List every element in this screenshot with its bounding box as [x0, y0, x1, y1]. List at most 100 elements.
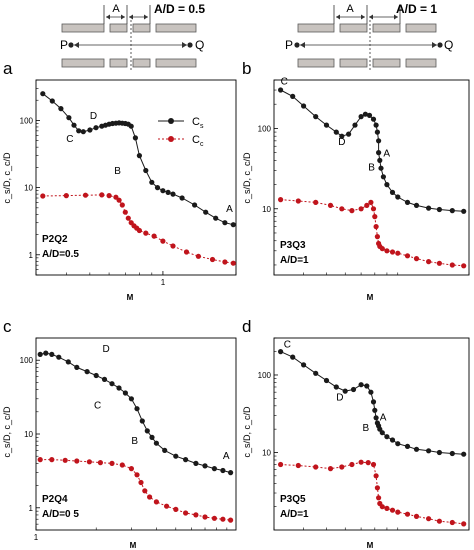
data-point-cs [122, 390, 128, 396]
schematic-left: A A/D = 0.5 P Q [60, 2, 205, 71]
schematic-right: A A/D = 1 P Q [285, 2, 453, 71]
y-tick-label: 10 [24, 184, 33, 193]
data-point-cc [384, 505, 390, 511]
data-point-cs [370, 116, 377, 122]
data-point-cs [342, 388, 348, 394]
data-point-cc [349, 208, 355, 214]
data-point-cs [213, 215, 219, 221]
data-point-cc [374, 234, 380, 240]
data-point-cc [170, 243, 176, 249]
y-tick-label: 100 [258, 371, 272, 380]
data-point-cs [93, 125, 99, 131]
data-point-cs [165, 189, 171, 195]
series-layer [278, 349, 467, 527]
point-annotation-d: D [338, 137, 345, 148]
chart-panel-a: a M c_s/D, c_c/D P2Q2 A/D=0.5 1 10 100 1 A B… [2, 59, 237, 302]
data-point-cs [49, 98, 55, 104]
data-point-cc [370, 461, 377, 468]
data-point-cs [84, 369, 90, 375]
y-tick-label: 10 [262, 205, 271, 214]
point-annotation-b: B [363, 423, 370, 434]
data-point-cc [395, 509, 401, 515]
legend-cs-label: Cs [192, 116, 204, 130]
data-point-cs [389, 437, 396, 443]
schematic-bar [61, 23, 105, 33]
y-tick-label: 100 [20, 356, 34, 365]
data-point-cc [153, 499, 159, 505]
data-point-cs [413, 446, 420, 452]
plot-frame [273, 337, 470, 531]
data-point-cs [56, 354, 62, 360]
data-point-cs [193, 460, 199, 466]
sample-label: P2Q2 [42, 234, 68, 245]
data-point-cs [76, 128, 82, 134]
data-point-cs [366, 112, 373, 118]
data-point-cs [179, 195, 185, 201]
data-point-cs [373, 415, 379, 421]
chart-panel-d: d M c_s/D, c_c/D P3Q5 A/D=1 10 100 AB C D [242, 317, 470, 550]
data-point-cc [74, 458, 80, 464]
data-point-cs [116, 385, 122, 391]
data-point-cc [134, 472, 140, 478]
point-p-marker [68, 42, 74, 48]
data-point-cs [149, 179, 155, 185]
data-point-cs [372, 407, 378, 413]
data-point-cc [220, 516, 226, 522]
data-point-cc [183, 249, 190, 255]
x-tick-label: 1 [161, 278, 166, 287]
point-p-label: P [285, 38, 293, 52]
data-point-cc [327, 466, 334, 472]
data-point-cs [173, 453, 179, 459]
data-point-cc [147, 494, 153, 500]
series-layer [278, 87, 467, 269]
data-point-cc [119, 202, 125, 208]
data-point-cs [230, 222, 236, 228]
data-point-cc [295, 198, 301, 204]
data-point-cc [339, 206, 345, 212]
data-point-cc [384, 248, 390, 254]
data-point-cs [373, 122, 379, 128]
series-layer [40, 91, 236, 266]
y-axis-label: c_s/D, c_c/D [2, 406, 12, 458]
ratio-label: A/D = 0.5 [154, 2, 205, 16]
point-annotation-d: D [90, 111, 97, 122]
legend-cc-label: Cc [192, 134, 204, 148]
schematic-bar [109, 23, 128, 33]
x-tick-label: 1 [34, 533, 39, 542]
data-point-cc [209, 256, 216, 263]
data-point-cs [333, 384, 339, 390]
annotation-layer: A B C D [66, 111, 233, 215]
data-point-cc [376, 495, 382, 501]
data-point-cs [101, 376, 108, 382]
data-point-cc [395, 250, 401, 256]
y-axis-label: c_s/D, c_c/D [242, 152, 252, 204]
data-point-cc [106, 193, 112, 199]
data-point-cs [202, 463, 208, 469]
data-point-cs [436, 206, 442, 213]
data-point-cs [278, 87, 284, 93]
schematic-bar [155, 23, 197, 33]
data-point-cc [195, 253, 201, 259]
data-point-cs [426, 448, 432, 454]
data-point-cs [358, 382, 364, 388]
data-point-cc [372, 214, 378, 220]
data-point-cc [313, 464, 319, 470]
data-point-cs [183, 457, 189, 463]
data-point-cs [170, 191, 176, 197]
data-point-cs [313, 370, 319, 376]
data-point-cc [379, 504, 385, 510]
data-point-cc [97, 460, 103, 466]
annotation-layer: A B C D [94, 344, 230, 462]
data-point-cs [134, 406, 140, 412]
data-point-cs [333, 129, 339, 135]
data-point-cc [202, 514, 208, 520]
point-annotation-a: A [226, 204, 233, 215]
data-point-cs [346, 131, 352, 137]
point-annotation-c: C [66, 134, 73, 145]
y-tick-label: 10 [24, 430, 33, 439]
point-annotation-b: B [131, 436, 138, 447]
data-point-cs [389, 189, 396, 195]
data-point-cc [193, 512, 199, 518]
data-point-cc [426, 259, 432, 265]
data-point-cc [373, 473, 379, 479]
